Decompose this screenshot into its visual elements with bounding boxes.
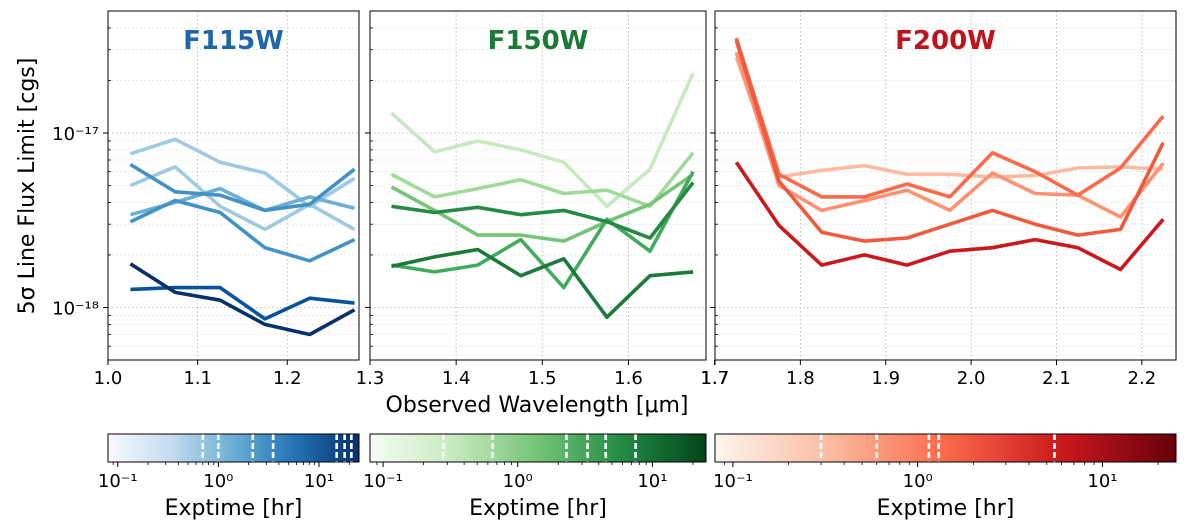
x-tick-label: 1.3	[356, 368, 385, 389]
colorbar-label: Exptime [hr]	[469, 496, 607, 521]
x-tick-label: 1.9	[871, 368, 900, 389]
colorbar-frame	[369, 433, 707, 463]
panel-f115w: 10⁻¹⁸ 10⁻¹⁷ 1.0 1.1 1.2 F115W	[52, 10, 360, 389]
series-line-2	[734, 51, 1165, 219]
series-line-7	[129, 262, 356, 337]
colorbar-frame	[107, 433, 360, 463]
panel-title: F200W	[895, 26, 996, 56]
axes-frame	[369, 10, 707, 361]
x-tick-label: 1.7	[700, 368, 729, 389]
series-line-6	[391, 247, 694, 320]
colorbar-greens: 10⁻¹ 10⁰ 10¹ Exptime [hr]	[363, 433, 707, 521]
y-tick-label: 10⁻¹⁷	[52, 124, 99, 145]
x-tick-label: 1.5	[528, 368, 557, 389]
series-line-4	[129, 162, 356, 213]
series-line-1	[734, 57, 1164, 179]
axes-frame	[714, 10, 1177, 361]
colorbar-tick-label: 10⁻¹	[363, 471, 403, 492]
colorbar-label: Exptime [hr]	[165, 496, 303, 521]
x-tick-label: 1.8	[786, 368, 815, 389]
colorbar-tick-label: 10⁰	[203, 471, 233, 492]
series-line-3	[390, 172, 695, 243]
x-tick-label: 1.6	[614, 368, 643, 389]
colorbar-gradient	[715, 434, 1176, 462]
panels: 10⁻¹⁸ 10⁻¹⁷ 1.0 1.1 1.2 F115W 1.3 1.4 1.5 1.6 1.7 F…	[52, 10, 1177, 389]
series-line-1	[129, 137, 356, 209]
panel-f200w: 1.7 1.8 1.9 2.0 2.1 2.2 F200W	[701, 10, 1177, 389]
colorbar-tick-label: 10⁻¹	[713, 471, 753, 492]
x-tick-label: 1.0	[94, 368, 123, 389]
panel-title: F150W	[488, 26, 589, 56]
colorbar-tick-label: 10⁻¹	[98, 471, 138, 492]
colorbar-tick-label: 10¹	[1087, 471, 1117, 492]
colorbar-reds: 10⁻¹ 10⁰ 10¹ Exptime [hr]	[713, 433, 1177, 521]
series-line-2	[390, 151, 695, 209]
series-line-5	[391, 181, 695, 240]
x-tick-label: 1.4	[442, 368, 471, 389]
series-line-5	[734, 161, 1165, 272]
x-tick-label: 1.7	[701, 368, 730, 389]
series-line-4	[391, 170, 695, 290]
x-tick-label: 2.1	[1042, 368, 1071, 389]
colorbar-label: Exptime [hr]	[877, 496, 1015, 521]
colorbar-gradient	[108, 434, 359, 462]
colorbar-tick-label: 10¹	[304, 471, 334, 492]
colorbar-gradient	[370, 434, 706, 462]
panel-f150w: 1.3 1.4 1.5 1.6 1.7 F150W	[356, 10, 729, 389]
x-tick-label: 1.1	[183, 368, 212, 389]
series-line-1	[390, 72, 695, 209]
x-tick-label: 2.0	[957, 368, 986, 389]
series-line-2	[129, 165, 356, 232]
colorbar-tick-label: 10⁰	[503, 471, 533, 492]
series-line-5	[129, 198, 356, 263]
series-line-4	[734, 39, 1165, 243]
x-axis-label: Observed Wavelength [μm]	[386, 393, 689, 418]
colorbar-tick-label: 10¹	[637, 471, 667, 492]
x-tick-label: 2.2	[1128, 368, 1157, 389]
panel-title: F115W	[183, 26, 284, 56]
y-axis-label: 5σ Line Flux Limit [cgs]	[15, 58, 40, 315]
colorbar-frame	[714, 433, 1177, 463]
axes-frame	[107, 10, 360, 361]
colorbar-tick-label: 10⁰	[903, 471, 933, 492]
series-line-3	[734, 37, 1165, 199]
y-tick-label: 10⁻¹⁸	[52, 298, 99, 319]
x-tick-label: 1.2	[273, 368, 302, 389]
